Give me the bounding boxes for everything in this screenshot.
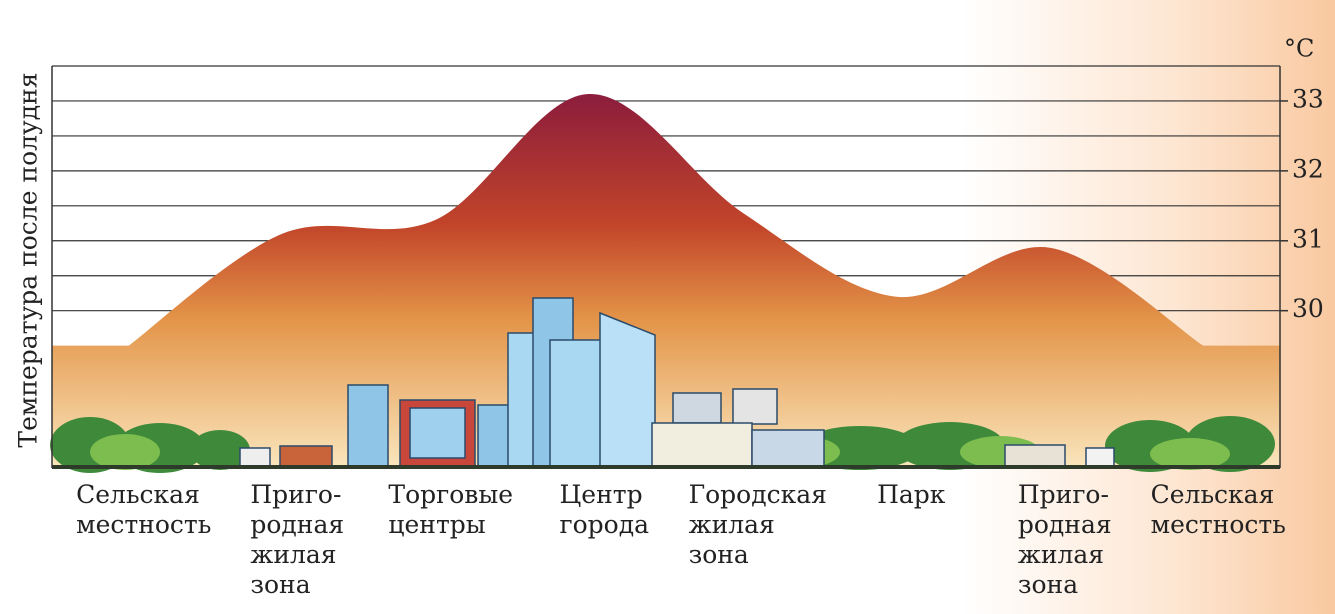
category-label: Приго- родная жилая зона bbox=[1017, 480, 1112, 599]
y-tick-label: 31 bbox=[1292, 224, 1324, 253]
scenery bbox=[50, 297, 1280, 473]
y-tick-label: 32 bbox=[1292, 154, 1324, 183]
category-label: Городская жилая зона bbox=[688, 480, 827, 569]
y-unit: °C bbox=[1284, 35, 1314, 63]
temperature-area bbox=[52, 93, 1280, 468]
y-tick-label: 30 bbox=[1292, 294, 1324, 323]
category-label: Сельская местность bbox=[1150, 480, 1286, 539]
y-axis-label: Температура после полудня bbox=[14, 72, 43, 447]
category-label: Приго- родная жилая зона bbox=[250, 480, 345, 599]
category-label: Сельская местность bbox=[76, 480, 212, 539]
category-label: Парк bbox=[877, 480, 946, 509]
category-label: Центр города bbox=[559, 480, 650, 539]
y-tick-label: 33 bbox=[1292, 84, 1324, 113]
category-label: Торговые центры bbox=[388, 480, 514, 539]
